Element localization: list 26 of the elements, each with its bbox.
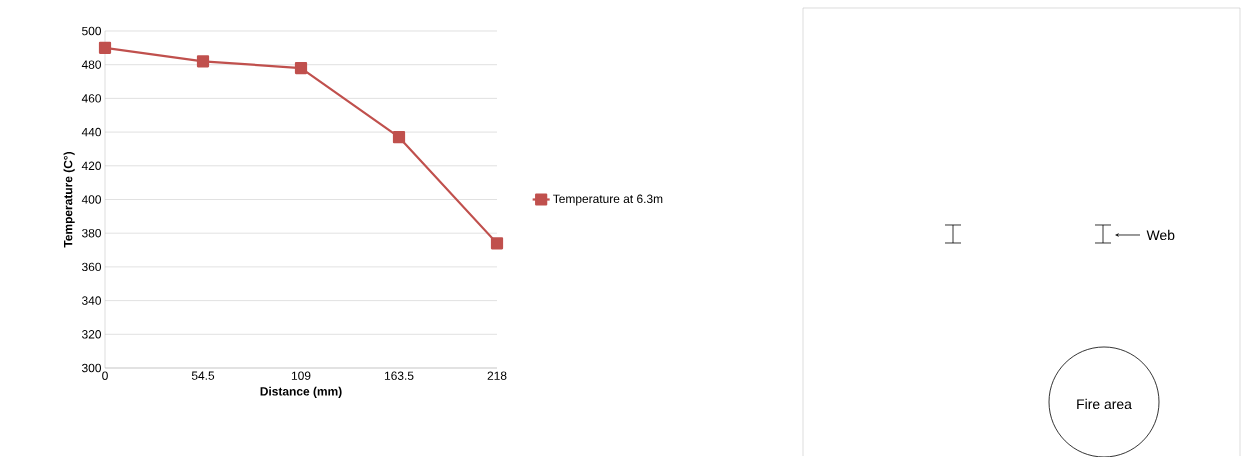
y-tick-label: 300 <box>81 363 102 373</box>
point <box>392 130 406 144</box>
point <box>196 55 210 68</box>
text: Fire area <box>1077 398 1132 409</box>
y-tick-label: 340 <box>81 296 102 305</box>
y-tick-label: 420 <box>81 161 102 170</box>
point <box>490 237 504 250</box>
legend-label: Temperature at 6.3m <box>553 194 663 206</box>
x-tick-label: 218 <box>487 371 507 380</box>
x-tick-label: 54.5 <box>191 371 215 380</box>
x-tick-label: 163.5 <box>384 371 414 380</box>
y-tick-label: 400 <box>81 195 102 204</box>
y-tick-label: 360 <box>81 262 102 271</box>
y-tick-label: 500 <box>82 26 102 36</box>
x-tick-label: 109 <box>291 371 311 380</box>
y-tick-label: 440 <box>81 127 102 137</box>
x-axis-title: Distance (mm) <box>260 386 342 398</box>
x-tick-label: 0 <box>102 371 108 380</box>
y-tick-label: 480 <box>81 60 102 69</box>
y-tick-label: 380 <box>81 228 102 238</box>
y-tick-label: 320 <box>81 329 102 339</box>
text: Web <box>1146 229 1175 240</box>
y-tick-label: 460 <box>81 93 102 103</box>
y-axis-title: Temperature (C°) <box>63 151 75 248</box>
point <box>294 61 308 74</box>
point <box>98 41 112 54</box>
